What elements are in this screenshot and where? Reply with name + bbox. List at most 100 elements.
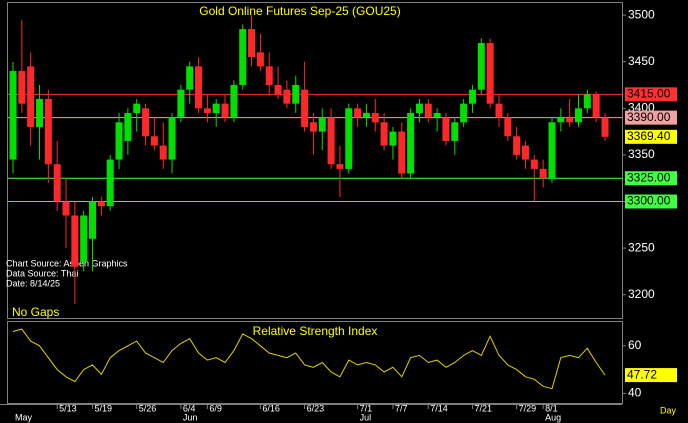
candle-body [256,52,264,67]
candle-body [371,112,379,123]
level-box [625,110,677,125]
candle-body [186,66,194,90]
candle-body [557,117,565,123]
candle-body [495,103,503,118]
x-tick-label: 6/4 [183,403,196,413]
rsi-panel [7,321,623,404]
level-label: 3300.00 [627,194,671,208]
y-tick-label: 3450 [628,54,655,68]
candle-body [177,89,185,118]
candle-body [133,103,141,113]
x-tick-label: 7/14 [430,403,448,413]
candle-body [301,89,309,127]
candle-body [318,117,326,132]
candle-body [80,215,88,263]
candle-body [583,94,591,109]
price-marker-box [625,368,677,383]
candle-body [53,164,61,202]
candle-body [504,117,512,137]
annotation: Date: 8/14/25 [6,278,60,288]
candle-body [380,122,388,146]
candle-body [513,136,521,155]
price-panel [7,2,623,319]
annotation: Data Source: Thai [6,268,78,278]
period-label: Day [660,405,677,415]
x-tick-label: 5/26 [139,403,157,413]
candle-body [62,201,70,216]
time-axis [0,404,688,423]
candle-body [539,168,547,179]
candle-body [309,122,317,132]
candle-body [27,66,35,127]
x-tick-label: 7/29 [519,403,537,413]
candle-body [71,215,79,267]
candle-body [239,29,247,86]
annotation: Chart Source: Aspen Graphics [6,258,128,268]
candle-body [248,29,256,58]
candle-body [212,103,220,113]
y-tick-label: 3500 [628,7,655,21]
month-label: Jun [183,412,198,422]
footnote: No Gaps [12,305,59,319]
price-marker-label: 3369.40 [627,129,671,143]
candle-body [592,94,600,118]
candle-body [460,103,468,123]
candle-body [274,85,282,95]
candle-body [97,201,105,207]
rsi-title: Relative Strength Index [253,324,378,338]
candle-body [150,136,158,146]
x-tick-label: 6/9 [209,403,222,413]
y-tick-label: 3200 [628,287,655,301]
candle-body [398,131,406,174]
month-label: Jul [360,412,372,422]
rsi-line [12,328,606,390]
candle-body [36,98,44,127]
candle-body [327,117,335,165]
candle-body [451,122,459,141]
candle-body [345,108,353,169]
month-label: May [15,412,33,422]
candle-body [389,131,397,146]
candle-body [195,66,203,109]
candle-body [115,122,123,160]
y-tick-label: 60 [628,338,642,352]
candle-body [477,43,485,90]
level-label: 3390.00 [627,110,671,124]
candle-body [230,85,238,118]
candle-body [407,112,415,174]
level-box [625,87,677,102]
x-tick-label: 7/7 [395,403,408,413]
x-tick-label: 7/21 [474,403,492,413]
candle-body [142,108,150,137]
candle-body [548,122,556,179]
candle-body [168,117,176,160]
candle-body [106,159,114,207]
candle-body [283,89,291,104]
level-box [625,171,677,186]
x-tick-label: 5/13 [59,403,77,413]
candle-body [336,164,344,169]
x-tick-label: 6/23 [307,403,325,413]
candle-body [221,103,229,118]
price-marker-box [625,129,677,144]
candle-body [159,145,167,160]
y-tick-label: 40 [628,386,642,400]
candle-body [18,71,26,104]
candle-body [486,43,494,104]
y-tick-label: 3350 [628,147,655,161]
candle-body [292,85,300,104]
x-tick-label: 8/1 [545,403,558,413]
candle-body [44,98,52,165]
candle-body [9,71,17,160]
candle-body [203,108,211,113]
chart-title: Gold Online Futures Sep-25 (GOU25) [199,4,400,18]
candle-body [415,103,423,113]
candle-body [566,117,574,123]
candle-body [354,108,362,118]
candle-body [521,145,529,160]
candle-body [433,112,441,118]
candle-body [442,117,450,141]
candle-body [574,108,582,123]
